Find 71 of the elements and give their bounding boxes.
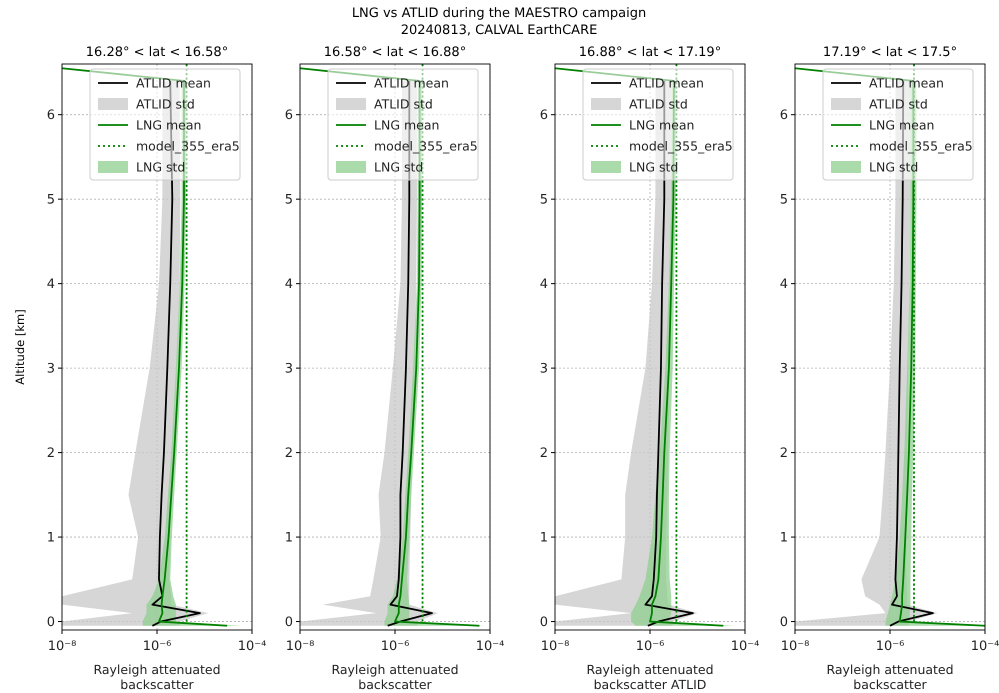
y-tick-label: 0 xyxy=(46,615,55,630)
text: LNG vs ATLID during the MAESTRO campaign xyxy=(352,6,646,21)
y-tick-label: 1 xyxy=(780,530,788,546)
legend-label: ATLID mean xyxy=(136,76,211,90)
x-tick-label: 10⁻⁸ xyxy=(286,639,314,654)
y-tick-label: 5 xyxy=(540,192,548,208)
y-tick-label: 3 xyxy=(540,362,548,377)
x-tick-label: 10⁻⁸ xyxy=(540,639,570,654)
x-tick-label: 10⁻⁶ xyxy=(380,639,410,654)
y-tick-label: 5 xyxy=(284,192,293,208)
legend-label: model_355_era5 xyxy=(869,138,973,154)
y-tick-label: 3 xyxy=(284,362,293,377)
chart-title: 16.58° < lat < 16.88° xyxy=(324,45,466,60)
x-tick-label: 10⁻⁶ xyxy=(876,639,904,654)
y-tick-label: 3 xyxy=(46,362,55,377)
y-tick-label: 4 xyxy=(46,277,55,292)
legend-label: ATLID std xyxy=(869,96,928,112)
legend-label: LNG std xyxy=(374,160,424,174)
y-tick-label: 1 xyxy=(284,530,293,546)
legend-label: LNG mean xyxy=(136,118,202,132)
x-tick-label: 10⁻⁶ xyxy=(142,639,172,654)
y-tick-label: 2 xyxy=(46,446,55,462)
legend-label: LNG std xyxy=(629,160,678,174)
legend-label: model_355_era5 xyxy=(629,138,733,154)
x-tick-label: 10⁻⁴ xyxy=(730,639,760,654)
y-tick-label: 4 xyxy=(540,277,548,292)
y-tick-label: 6 xyxy=(46,108,55,124)
legend-label: ATLID mean xyxy=(629,76,704,90)
x-axis-title: Rayleigh attenuated backscatter xyxy=(93,662,221,692)
legend-label: model_355_era5 xyxy=(136,138,240,154)
legend-label: model_355_era5 xyxy=(374,138,478,154)
y-tick-label: 3 xyxy=(780,362,788,377)
y-tick-label: 6 xyxy=(540,108,548,124)
chart-title: 17.19° < lat < 17.5° xyxy=(822,45,958,60)
y-tick-label: 6 xyxy=(284,108,293,124)
legend-label: ATLID mean xyxy=(869,76,944,90)
y-tick-label: 5 xyxy=(780,192,788,208)
legend-label: LNG std xyxy=(869,160,918,174)
y-tick-label: 0 xyxy=(780,615,788,630)
legend-label: ATLID std xyxy=(629,96,688,112)
legend-label: ATLID std xyxy=(374,96,433,112)
y-axis-title: Altitude [km] xyxy=(13,309,27,385)
y-tick-label: 2 xyxy=(780,446,788,462)
legend-label: LNG std xyxy=(136,160,186,174)
x-tick-label: 10⁻⁴ xyxy=(238,639,266,654)
y-tick-label: 4 xyxy=(780,277,788,292)
y-tick-label: 1 xyxy=(46,530,55,546)
legend-label: ATLID std xyxy=(136,96,195,112)
x-tick-label: 10⁻⁸ xyxy=(48,639,76,654)
y-tick-label: 1 xyxy=(540,530,548,546)
legend-label: ATLID mean xyxy=(374,76,449,90)
legend-label: LNG mean xyxy=(869,118,934,132)
y-tick-label: 6 xyxy=(780,108,788,124)
y-tick-label: 0 xyxy=(540,615,548,630)
legend-label: LNG mean xyxy=(629,118,694,132)
x-axis-title: Rayleigh attenuated backscatter ATLID xyxy=(586,662,714,692)
chart-title: 16.88° < lat < 17.19° xyxy=(578,45,722,60)
chart-title: 16.28° < lat < 16.58° xyxy=(86,45,228,60)
y-tick-label: 4 xyxy=(284,277,293,292)
x-tick-label: 10⁻⁶ xyxy=(636,639,664,654)
x-tick-label: 10⁻⁸ xyxy=(780,639,810,654)
x-tick-label: 10⁻⁴ xyxy=(476,639,504,654)
legend-label: LNG mean xyxy=(374,118,440,132)
y-tick-label: 0 xyxy=(284,615,293,630)
y-tick-label: 2 xyxy=(540,446,548,462)
text: 20240813, CALVAL EarthCARE xyxy=(400,23,598,38)
x-axis-title: Rayleigh attenuated backscatter xyxy=(826,662,954,692)
y-tick-label: 5 xyxy=(46,192,55,208)
y-tick-label: 2 xyxy=(284,446,293,462)
x-tick-label: 10⁻⁴ xyxy=(970,639,999,654)
x-axis-title: Rayleigh attenuated backscatter xyxy=(331,662,459,692)
